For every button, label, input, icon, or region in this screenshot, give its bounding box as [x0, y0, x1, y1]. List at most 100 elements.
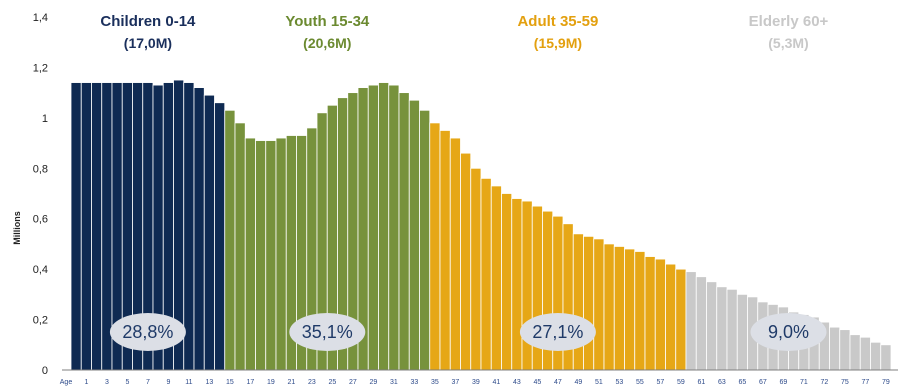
group-title: Children 0-14: [100, 13, 196, 30]
bars: [70, 79, 892, 371]
x-tick-label: 63: [718, 379, 726, 386]
y-tick-label: 1: [42, 113, 48, 125]
group-title: Elderly 60+: [749, 13, 829, 30]
x-tick-label: 9: [166, 379, 170, 386]
bar-age-54: [624, 248, 636, 371]
x-tick-label: 77: [862, 379, 870, 386]
share-label: 28,8%: [122, 322, 173, 342]
bar-age-76: [849, 334, 861, 371]
bar-age-40: [480, 177, 492, 371]
bar-age-63: [716, 286, 728, 371]
bar-age-30: [378, 82, 390, 371]
bar-age-57: [654, 258, 666, 371]
bar-age-60: [685, 271, 697, 371]
bar-age-17: [244, 137, 256, 371]
x-tick-label: 7: [146, 379, 150, 386]
bar-age-65: [736, 293, 748, 371]
bar-age-14: [214, 102, 226, 371]
share-label: 35,1%: [302, 322, 353, 342]
x-tick-label: 49: [575, 379, 583, 386]
x-tick-label: 69: [780, 379, 788, 386]
x-tick-label: 3: [105, 379, 109, 386]
bar-age-49: [572, 233, 584, 371]
x-tick-label: 57: [657, 379, 665, 386]
bar-age-58: [665, 263, 677, 371]
bar-age-1: [80, 82, 92, 371]
x-tick-label: 51: [595, 379, 603, 386]
bar-age-52: [603, 243, 615, 371]
bar-age-61: [695, 276, 707, 371]
bar-age-35: [429, 122, 441, 371]
group-total: (20,6M): [303, 35, 351, 51]
x-tick-label: 1: [84, 379, 88, 386]
x-tick-label: 21: [288, 379, 296, 386]
x-tick-label: 25: [329, 379, 337, 386]
share-badge: [750, 313, 827, 351]
share-labels: 28,8% 35,1% 27,1% 9,0%: [109, 313, 827, 351]
bar-age-51: [593, 238, 605, 371]
bar-age-13: [203, 94, 215, 371]
share-badge: [109, 313, 186, 351]
x-tick-label: 15: [226, 379, 234, 386]
bar-age-12: [193, 87, 205, 371]
x-tick-label: 31: [390, 379, 398, 386]
x-tick-label: 47: [554, 379, 562, 386]
bar-age-77: [859, 336, 871, 371]
x-tick-label: 45: [534, 379, 542, 386]
bar-age-36: [439, 130, 451, 371]
y-tick-label: 1,2: [33, 62, 48, 74]
y-axis-label: Millions: [12, 211, 22, 245]
x-tick-label: 53: [616, 379, 624, 386]
bar-age-15: [224, 109, 236, 371]
share-badge: [519, 313, 596, 351]
bar-age-38: [460, 152, 472, 371]
y-tick-label: 0,2: [33, 315, 48, 327]
bar-age-53: [613, 246, 625, 371]
x-tick-label: 33: [411, 379, 419, 386]
bar-age-0: [70, 82, 82, 371]
share-label: 9,0%: [768, 322, 809, 342]
bar-age-39: [470, 167, 482, 371]
bar-age-33: [408, 99, 420, 371]
x-tick-label: 19: [267, 379, 275, 386]
group-total: (17,0M): [124, 35, 172, 51]
bar-age-29: [367, 84, 379, 371]
bar-age-43: [511, 198, 523, 371]
y-tick-label: 0,6: [33, 214, 48, 226]
bar-age-42: [501, 193, 513, 371]
bar-age-34: [419, 109, 431, 371]
bar-age-62: [706, 281, 718, 371]
bar-age-74: [829, 326, 841, 371]
bar-age-37: [449, 137, 461, 371]
bar-age-19: [265, 140, 277, 371]
group-titles: Children 0-14 (17,0M) Youth 15-34 (20,6M) Ad…: [100, 13, 828, 51]
bar-age-75: [839, 329, 851, 371]
share-badge: [289, 313, 366, 351]
bar-age-31: [388, 84, 400, 371]
bar-age-50: [583, 235, 595, 371]
x-tick-label: 27: [349, 379, 357, 386]
x-tick-label: 17: [247, 379, 255, 386]
y-tick-label: 0,8: [33, 163, 48, 175]
bar-age-2: [91, 82, 103, 371]
bar-age-78: [870, 341, 882, 371]
bar-age-3: [101, 82, 113, 371]
y-axis: 0 0,2 0,4 0,6 0,8 1 1,2 1,4: [33, 12, 48, 377]
bar-age-41: [490, 185, 502, 371]
x-axis: Age 1 3 5 7 9 11 13 15 17 19 21 23 25 27 29 31 33 35 37 39 41…: [60, 369, 898, 386]
bar-age-59: [675, 268, 687, 371]
x-tick-label: 71: [800, 379, 808, 386]
share-label: 27,1%: [532, 322, 583, 342]
y-tick-label: 0: [42, 365, 48, 377]
x-tick-label: 5: [125, 379, 129, 386]
bar-age-11: [183, 82, 195, 371]
x-tick-label: 65: [739, 379, 747, 386]
bar-age-16: [234, 122, 246, 371]
x-tick-label: 79: [882, 379, 890, 386]
x-tick-label: 35: [431, 379, 439, 386]
bar-age-20: [275, 137, 287, 371]
bar-age-79: [880, 344, 892, 371]
x-tick-label: 67: [759, 379, 767, 386]
y-tick-label: 1,4: [33, 12, 48, 24]
